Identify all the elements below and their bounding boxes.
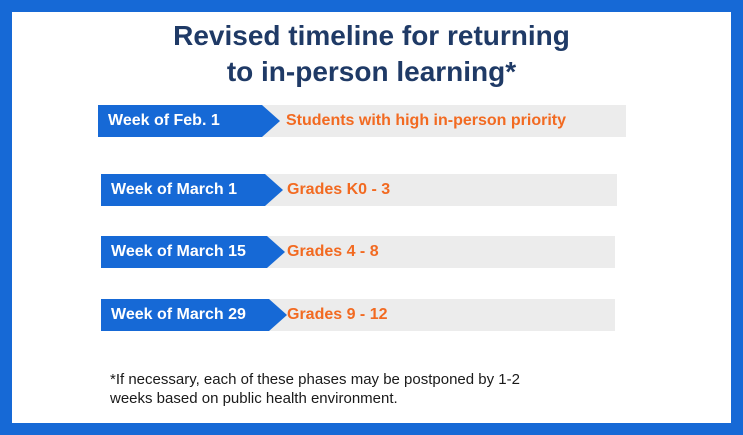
week-tag: Week of March 15 [101, 236, 285, 268]
phase-label: Grades K0 - 3 [287, 181, 391, 198]
phase-bar [248, 105, 626, 137]
footnote: *If necessary, each of these phases may … [110, 371, 520, 407]
phase-label: Grades 9 - 12 [287, 306, 388, 323]
week-tag: Week of March 1 [101, 174, 283, 206]
week-tag: Week of Feb. 1 [98, 105, 280, 137]
timeline-row-march-15: Week of March 15 Grades 4 - 8 [101, 236, 615, 268]
phase-label: Students with high in-person priority [286, 112, 566, 129]
title-line-1: Revised timeline for returning [173, 20, 570, 51]
page-title: Revised timeline for returning to in-per… [12, 18, 731, 90]
title-line-2: to in-person learning* [226, 56, 517, 87]
timeline-row-march-1: Week of March 1 Grades K0 - 3 [101, 174, 617, 206]
timeline-row-march-29: Week of March 29 Grades 9 - 12 [101, 299, 615, 331]
week-tag: Week of March 29 [101, 299, 287, 331]
timeline-row-feb-1: Week of Feb. 1 Students with high in-per… [98, 105, 626, 137]
phase-label: Grades 4 - 8 [287, 243, 379, 260]
phase-bar [251, 236, 615, 268]
phase-bar [251, 299, 615, 331]
phase-bar [251, 174, 617, 206]
